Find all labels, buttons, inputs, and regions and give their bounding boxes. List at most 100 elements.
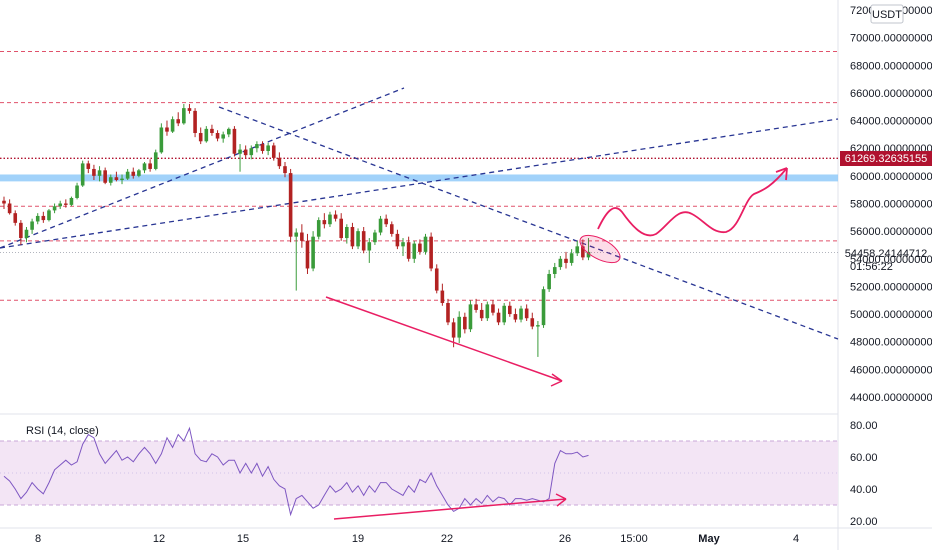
candle-body[interactable] xyxy=(2,200,6,204)
candle-body[interactable] xyxy=(463,316,467,330)
highlight-ellipse[interactable] xyxy=(576,230,624,268)
candle-body[interactable] xyxy=(30,221,34,230)
candle-body[interactable] xyxy=(137,170,141,176)
candle-body[interactable] xyxy=(103,170,107,183)
currency-badge[interactable]: USDT xyxy=(870,4,904,24)
candle-body[interactable] xyxy=(193,110,197,134)
candle-body[interactable] xyxy=(474,304,478,310)
candle-body[interactable] xyxy=(311,236,315,269)
candle-body[interactable] xyxy=(536,325,540,327)
trendline[interactable] xyxy=(218,106,839,340)
rsi-divergence-arrow-line[interactable] xyxy=(333,498,567,520)
candle-body[interactable] xyxy=(412,243,417,259)
candle-body[interactable] xyxy=(24,229,29,239)
candle-body[interactable] xyxy=(541,289,546,326)
candle-body[interactable] xyxy=(142,163,147,171)
candle-body[interactable] xyxy=(440,290,445,304)
candle-body[interactable] xyxy=(356,231,360,247)
candle-body[interactable] xyxy=(401,242,405,247)
candle-body[interactable] xyxy=(221,134,225,139)
candle-body[interactable] xyxy=(333,214,338,219)
candle-body[interactable] xyxy=(569,253,574,263)
candle-body[interactable] xyxy=(530,318,535,327)
candle-body[interactable] xyxy=(328,214,332,225)
candle-body[interactable] xyxy=(153,152,158,169)
candle-body[interactable] xyxy=(238,149,242,154)
candle-body[interactable] xyxy=(108,177,113,183)
candle-body[interactable] xyxy=(52,206,57,211)
candle-body[interactable] xyxy=(243,149,248,156)
candle-body[interactable] xyxy=(350,226,355,247)
candle-body[interactable] xyxy=(345,226,349,239)
candle-body[interactable] xyxy=(586,251,591,258)
candle-body[interactable] xyxy=(260,144,265,151)
candle-body[interactable] xyxy=(558,258,563,268)
candle-body[interactable] xyxy=(170,119,175,132)
candle-body[interactable] xyxy=(97,170,102,176)
candle-body[interactable] xyxy=(395,233,400,247)
candle-body[interactable] xyxy=(446,303,450,323)
rsi-indicator-title[interactable]: RSI (14, close) xyxy=(26,425,99,437)
trendline[interactable] xyxy=(0,118,839,249)
divergence-arrow-line[interactable] xyxy=(325,296,563,382)
candle-body[interactable] xyxy=(322,220,327,225)
candle-body[interactable] xyxy=(513,314,518,320)
candle-body[interactable] xyxy=(384,218,388,225)
candle-body[interactable] xyxy=(367,242,372,251)
candle-body[interactable] xyxy=(277,157,282,167)
candle-body[interactable] xyxy=(468,304,473,330)
candle-body[interactable] xyxy=(451,322,456,338)
candle-body[interactable] xyxy=(198,133,203,142)
rsi-line[interactable] xyxy=(3,426,589,517)
candle-body[interactable] xyxy=(389,224,394,234)
candle-body[interactable] xyxy=(361,231,366,251)
candle-body[interactable] xyxy=(283,166,287,174)
candle-body[interactable] xyxy=(232,128,237,154)
candle-body[interactable] xyxy=(58,203,62,207)
candle-body[interactable] xyxy=(13,213,18,223)
candle-body[interactable] xyxy=(69,197,74,205)
candle-body[interactable] xyxy=(92,168,96,176)
candle-body[interactable] xyxy=(434,268,439,291)
candle-body[interactable] xyxy=(266,145,270,151)
candle-body[interactable] xyxy=(182,108,186,124)
candle-body[interactable] xyxy=(418,243,422,252)
candle-body[interactable] xyxy=(547,273,551,290)
candle-body[interactable] xyxy=(479,309,484,319)
candle-body[interactable] xyxy=(271,145,276,158)
candle-body[interactable] xyxy=(41,215,46,221)
support-zone[interactable] xyxy=(0,174,838,182)
candle-body[interactable] xyxy=(339,218,343,239)
projection-path[interactable] xyxy=(597,167,788,237)
candle-body[interactable] xyxy=(524,308,529,319)
candle-body[interactable] xyxy=(581,246,585,258)
candle-body[interactable] xyxy=(519,308,523,320)
candle-body[interactable] xyxy=(300,232,304,241)
candle-body[interactable] xyxy=(80,163,85,186)
candle-body[interactable] xyxy=(373,232,377,243)
candle-body[interactable] xyxy=(176,119,181,124)
candle-body[interactable] xyxy=(294,232,299,237)
candle-body[interactable] xyxy=(227,128,231,135)
candle-body[interactable] xyxy=(249,148,254,156)
candle-body[interactable] xyxy=(305,240,310,269)
candle-body[interactable] xyxy=(496,312,501,323)
candle-body[interactable] xyxy=(575,246,580,254)
candle-body[interactable] xyxy=(288,173,293,237)
candle-body[interactable] xyxy=(125,171,130,179)
candle-body[interactable] xyxy=(204,128,209,142)
candle-body[interactable] xyxy=(120,178,124,181)
candle-body[interactable] xyxy=(485,304,490,319)
candle-body[interactable] xyxy=(457,316,462,338)
candle-body[interactable] xyxy=(114,177,119,181)
trendline[interactable] xyxy=(0,87,405,249)
candle-body[interactable] xyxy=(165,127,169,132)
candle-body[interactable] xyxy=(187,108,192,111)
candle-body[interactable] xyxy=(215,133,220,139)
candle-body[interactable] xyxy=(429,236,433,269)
candle-body[interactable] xyxy=(316,220,321,237)
candle-body[interactable] xyxy=(148,163,152,169)
candle-body[interactable] xyxy=(406,242,411,259)
candle-body[interactable] xyxy=(502,305,506,323)
candle-body[interactable] xyxy=(64,203,68,205)
